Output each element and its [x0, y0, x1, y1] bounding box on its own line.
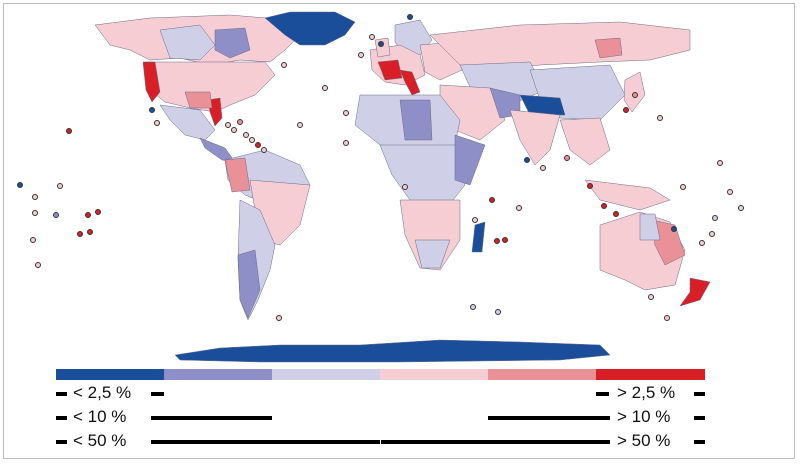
- island-marker: [680, 184, 686, 190]
- island-marker: [738, 205, 744, 211]
- island-marker: [57, 183, 63, 189]
- island-marker: [587, 183, 593, 189]
- new-zealand: [679, 277, 711, 307]
- island-marker: [30, 237, 36, 243]
- north-america: [94, 14, 301, 163]
- island-marker: [95, 209, 101, 215]
- island-marker: [494, 238, 500, 244]
- island-marker: [343, 140, 349, 146]
- island-marker: [85, 212, 91, 218]
- usa-south-region: [184, 91, 213, 109]
- island-marker: [516, 205, 522, 211]
- island-marker: [717, 160, 723, 166]
- southeast-asia: [559, 117, 611, 166]
- russia-region: [429, 21, 691, 71]
- island-marker: [255, 142, 261, 148]
- island-marker: [369, 34, 375, 40]
- uk-region: [374, 37, 391, 58]
- island-marker: [489, 197, 495, 203]
- east-africa: [454, 134, 486, 186]
- greenland: [264, 11, 356, 46]
- island-marker: [699, 240, 705, 246]
- island-marker: [237, 119, 243, 125]
- island-marker: [53, 212, 59, 218]
- island-marker: [648, 294, 654, 300]
- island-marker: [66, 128, 72, 134]
- island-marker: [623, 107, 629, 113]
- northeast-china: [594, 37, 623, 59]
- island-marker: [343, 110, 349, 116]
- island-marker: [671, 226, 677, 232]
- island-marker: [154, 120, 160, 126]
- island-marker: [524, 157, 530, 163]
- island-marker: [358, 52, 364, 58]
- island-marker: [470, 304, 476, 310]
- italy-region: [399, 69, 421, 96]
- patagonia-region: [237, 249, 261, 319]
- france-region: [377, 59, 403, 81]
- island-marker: [243, 132, 249, 138]
- island-marker: [231, 127, 237, 133]
- island-marker: [35, 262, 41, 268]
- island-marker: [276, 315, 282, 321]
- island-marker: [709, 231, 715, 237]
- figure-frame: [3, 3, 795, 459]
- europe: [369, 19, 463, 96]
- colombia-region: [224, 157, 251, 193]
- island-marker: [32, 210, 38, 216]
- island-marker: [495, 309, 501, 315]
- island-marker: [664, 315, 670, 321]
- canada-east-region: [159, 24, 216, 61]
- island-marker: [261, 147, 267, 153]
- india-region: [509, 109, 561, 166]
- africa: [354, 94, 486, 271]
- usa-region: [144, 61, 276, 113]
- south-america: [224, 149, 311, 321]
- japan: [623, 71, 646, 113]
- island-marker: [17, 182, 23, 188]
- island-marker: [472, 217, 478, 223]
- antarctica: [174, 339, 611, 363]
- usa-west-coast: [142, 61, 161, 103]
- island-marker: [502, 237, 508, 243]
- island-marker: [540, 165, 546, 171]
- central-america: [199, 137, 236, 163]
- island-marker: [727, 189, 733, 195]
- island-marker: [632, 92, 638, 98]
- madagascar: [471, 221, 486, 253]
- oceania: [599, 211, 711, 307]
- sahel-region: [399, 99, 433, 141]
- island-marker: [32, 194, 38, 200]
- island-marker: [281, 62, 287, 68]
- asia: [429, 21, 691, 211]
- island-marker: [249, 137, 255, 143]
- island-marker: [407, 14, 413, 20]
- island-marker: [149, 107, 155, 113]
- island-marker: [712, 215, 718, 221]
- island-marker: [77, 231, 83, 237]
- island-markers: [17, 14, 744, 321]
- south-africa-region: [414, 239, 451, 269]
- island-marker: [657, 115, 663, 121]
- island-marker: [601, 203, 607, 209]
- island-marker: [322, 85, 328, 91]
- island-marker: [564, 155, 570, 161]
- australia-east: [651, 219, 686, 266]
- indonesia: [584, 179, 671, 211]
- island-marker: [402, 184, 408, 190]
- island-marker: [378, 41, 384, 47]
- island-marker: [225, 122, 231, 128]
- island-marker: [87, 229, 93, 235]
- australia-north: [639, 213, 661, 241]
- island-marker: [297, 122, 303, 128]
- island-marker: [613, 211, 619, 217]
- tibet-region: [519, 94, 566, 116]
- hudson-region: [214, 27, 251, 59]
